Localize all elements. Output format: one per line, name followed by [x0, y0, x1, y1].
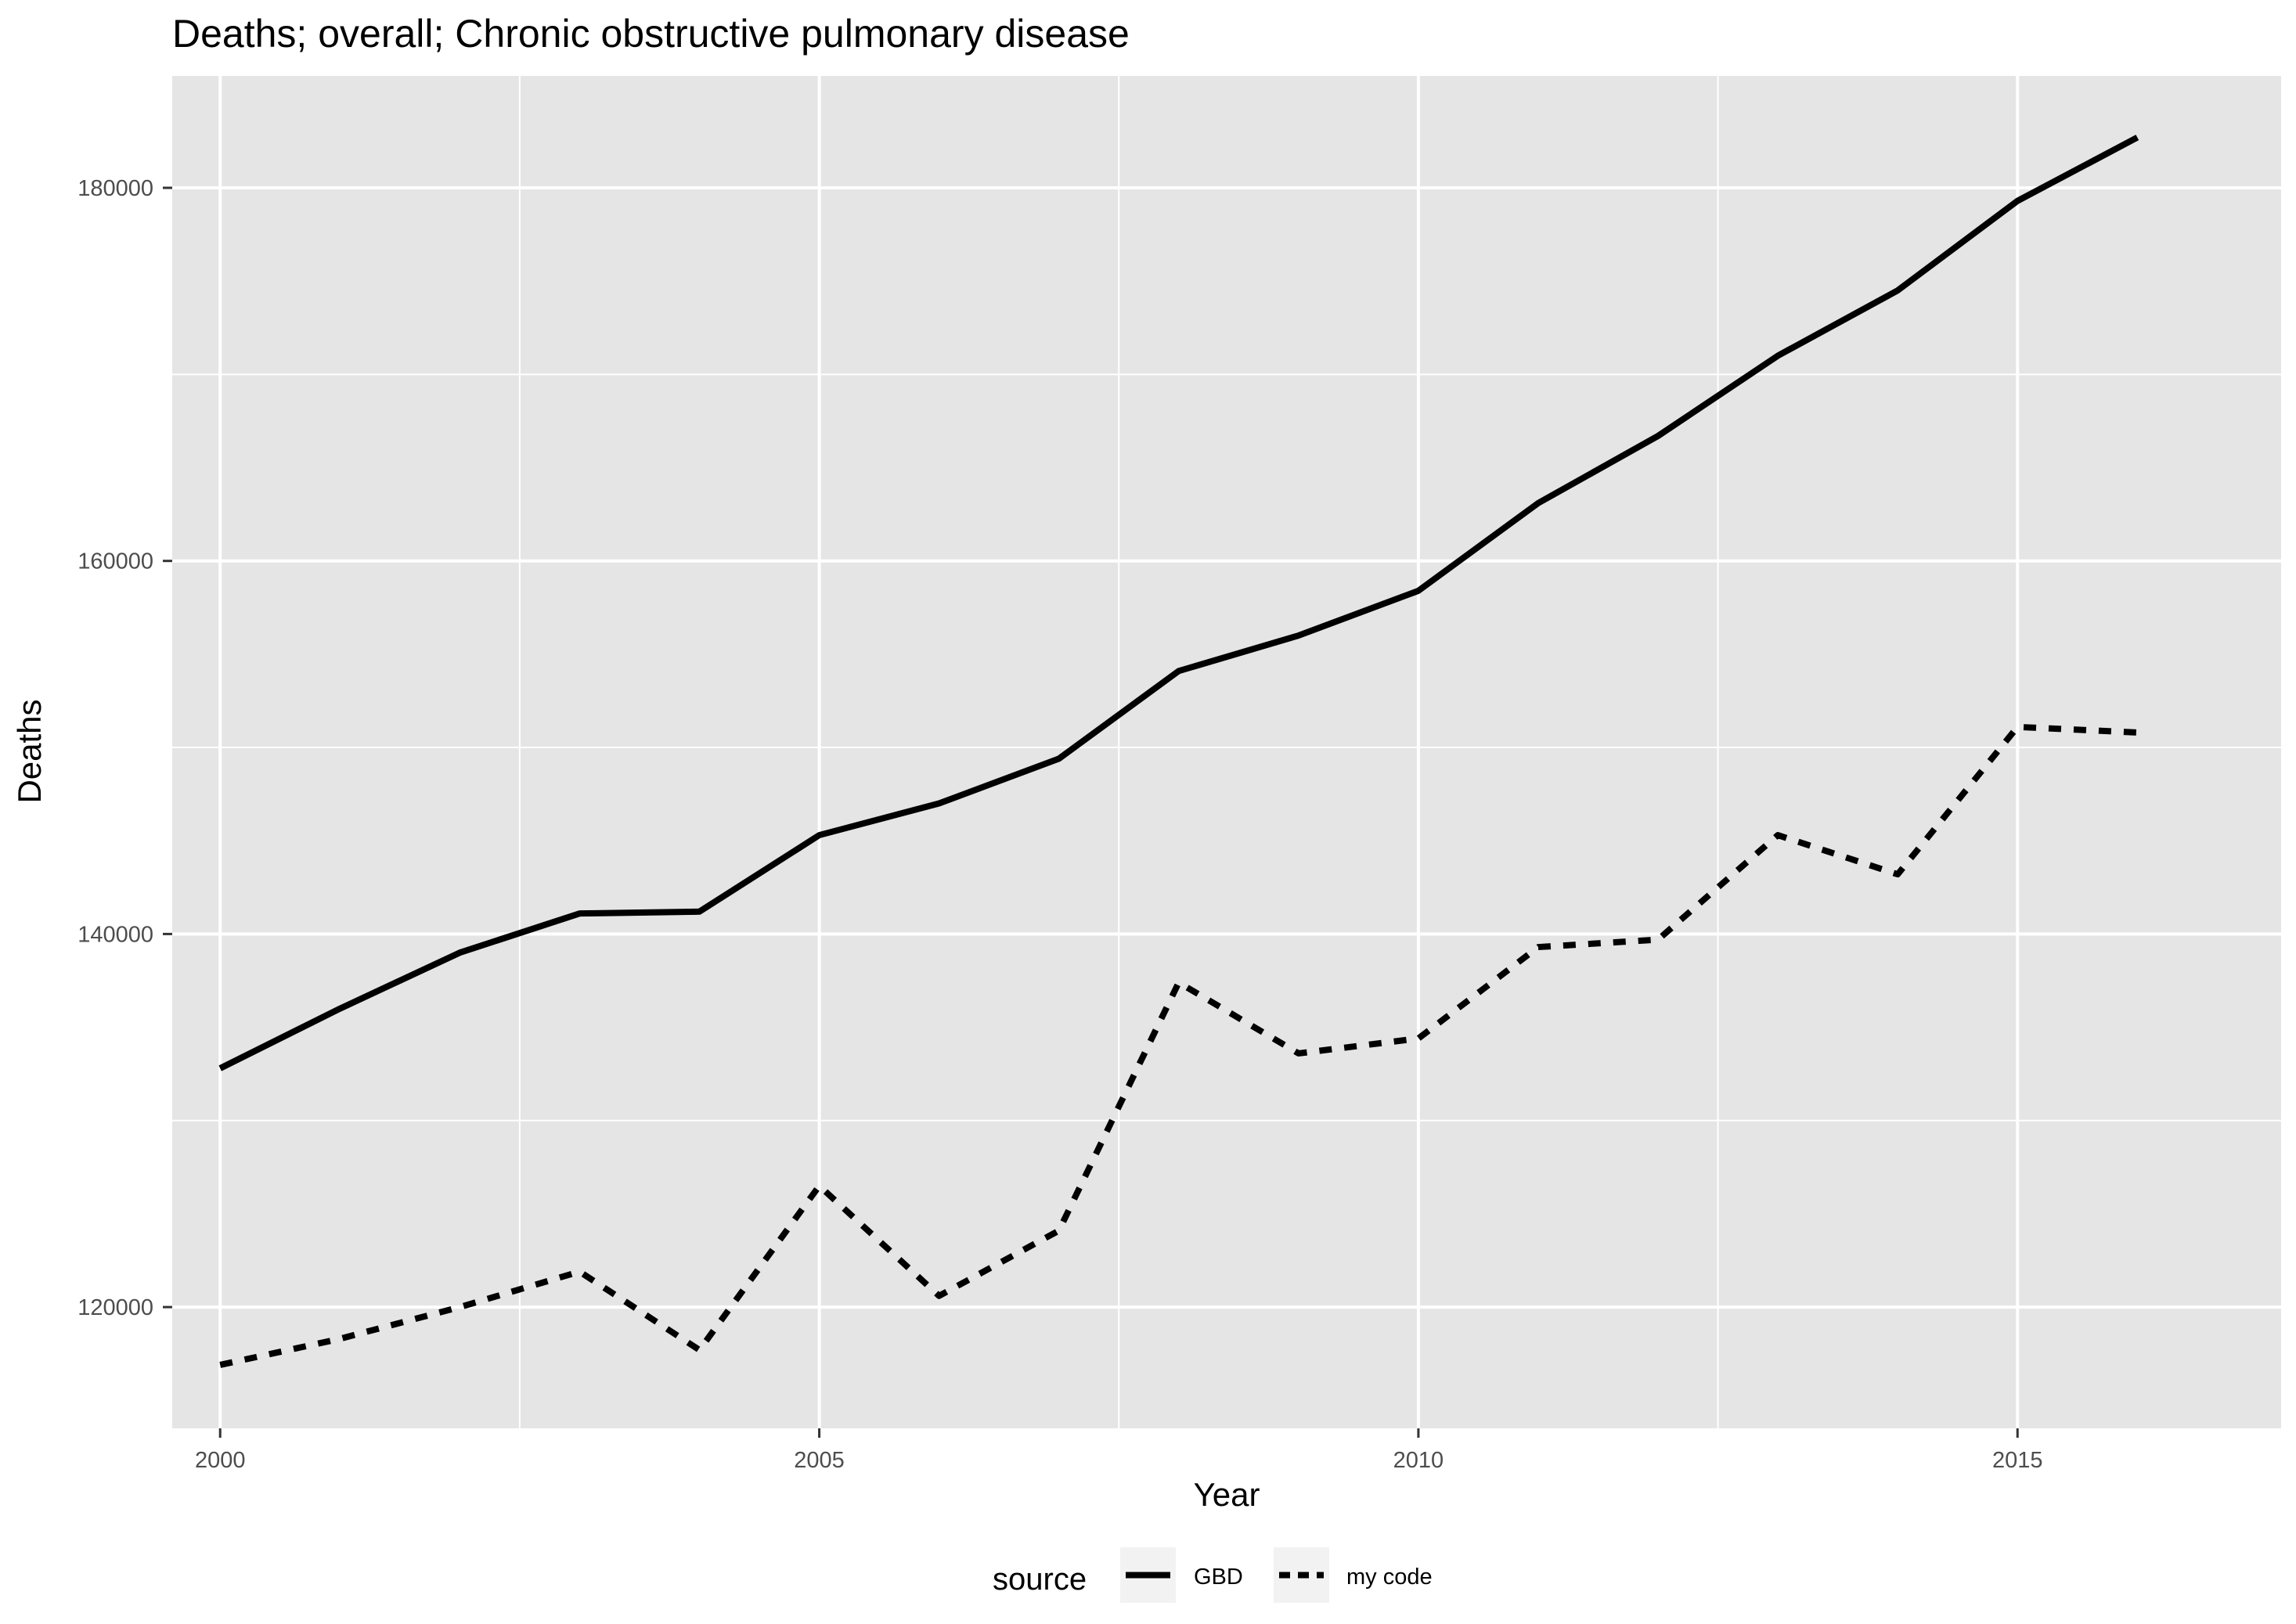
x-tick-label: 2000 — [195, 1448, 246, 1473]
x-axis-title: Year — [1194, 1476, 1260, 1513]
legend: source GBD my code — [993, 1547, 1433, 1603]
series-line-gbd — [218, 135, 2139, 1071]
y-tick-label: 120000 — [77, 1295, 153, 1320]
axis-tick-labels: 2000 2005 2010 2015 120000 140000 160000 180000 — [77, 176, 2042, 1473]
chart-title: Deaths; overall; Chronic obstructive pul… — [172, 12, 1130, 56]
y-axis-title: Deaths — [11, 699, 48, 803]
plot-panel-background — [172, 76, 2281, 1428]
series-lines — [218, 135, 2139, 1368]
y-tick-label: 160000 — [77, 549, 153, 574]
x-tick-label: 2010 — [1393, 1448, 1444, 1473]
legend-items: GBD my code — [1120, 1547, 1433, 1603]
legend-label: GBD — [1194, 1565, 1243, 1590]
legend-title: source — [993, 1562, 1087, 1597]
series-line-my-code — [219, 723, 2138, 1368]
legend-label: my code — [1346, 1565, 1433, 1590]
grid-lines — [172, 76, 2281, 1428]
x-tick-label: 2005 — [794, 1448, 845, 1473]
y-tick-label: 140000 — [77, 922, 153, 947]
x-tick-label: 2015 — [1992, 1448, 2043, 1473]
y-tick-label: 180000 — [77, 176, 153, 201]
axis-ticks — [163, 186, 2019, 1438]
plot-panel — [172, 76, 2281, 1428]
